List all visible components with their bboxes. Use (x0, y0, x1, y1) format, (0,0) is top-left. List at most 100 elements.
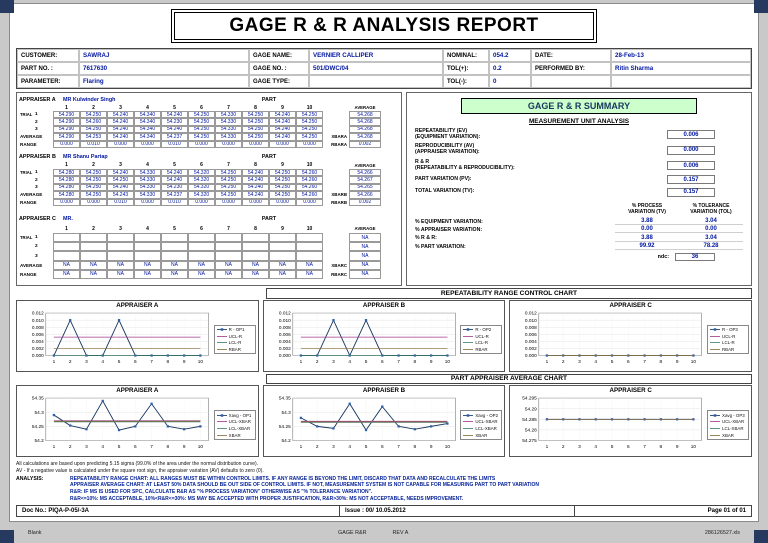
svg-text:0.010: 0.010 (32, 317, 44, 323)
svg-text:4: 4 (595, 358, 598, 364)
data-cell: 54.330 (134, 176, 161, 184)
legend-item: RBAR (216, 347, 253, 353)
table-row: 3 54.290 54.250 54.240 54.340 54.240 54.250 54.… (19, 125, 399, 134)
data-cell: 54.320 (188, 176, 215, 184)
appraiser-name: MR. (63, 216, 73, 223)
tail-value: NA (349, 251, 381, 261)
data-cell (296, 233, 323, 243)
tail-value: NA (349, 233, 381, 243)
data-cell (296, 242, 323, 252)
table-row: 2 54.280 54.250 54.250 54.330 54.240 54.320 54.… (19, 176, 399, 184)
data-cell (107, 251, 134, 261)
nominal-value: 054.2 (489, 49, 531, 62)
pct-label: % EQUIPMENT VARIATION: (415, 218, 483, 225)
data-cell: 9 (281, 104, 284, 111)
appraiser-label: APPRAISER B (19, 154, 56, 161)
table-row: TRIAL 1 NA (19, 233, 399, 243)
chart-body: 54.2 54.25 54.3 54.35 1 2 3 4 5 6 7 8 9 10 Xavg - OP1 U… (19, 395, 256, 455)
tail-value: 0.002 (349, 198, 381, 206)
nominal-label: NOMINAL: (443, 49, 489, 62)
svg-text:3: 3 (579, 444, 582, 450)
data-cell: 0.000 (242, 140, 269, 148)
data-cell: 54.250 (242, 118, 269, 126)
corner-mark-top-left (0, 0, 14, 13)
data-cell: NA (53, 269, 80, 280)
data-cell: 54.320 (188, 183, 215, 192)
tail-label (323, 162, 349, 169)
svg-text:10: 10 (198, 444, 204, 450)
average-charts-row: APPRAISER A 54.2 54.25 54.3 54.35 1 2 3 4 5 6 7 8 9 10… (16, 385, 753, 458)
gage-no-value: 501/DWC/04 (309, 62, 443, 75)
legend-swatch-icon (216, 349, 227, 350)
report-page: GAGE R & R ANALYSIS REPORT CUSTOMER: SAW… (9, 3, 759, 522)
legend-item: R - OP1 (216, 327, 253, 333)
ndc-value: 36 (675, 252, 715, 261)
tail-label (323, 242, 349, 251)
svg-text:9: 9 (183, 358, 186, 364)
data-cell (161, 233, 188, 243)
svg-text:0.012: 0.012 (279, 310, 291, 316)
data-cell: 54.230 (161, 118, 188, 126)
chart-plot: 54.2 54.25 54.3 54.35 1 2 3 4 5 6 7 8 9 10 (279, 396, 456, 450)
row-label: TRIAL 1 (19, 169, 53, 176)
chart-average: APPRAISER B 54.2 54.25 54.3 54.35 1 2 3 4 5 6 7 8 9 10… (262, 385, 506, 458)
data-cell (188, 233, 215, 243)
svg-text:5: 5 (611, 358, 614, 364)
table-row: 2 NA (19, 242, 399, 252)
metric-value: 0.000 (667, 145, 715, 155)
metric-row: PART VARIATION (PV): 0.157 (415, 175, 743, 185)
svg-text:5: 5 (118, 444, 121, 450)
legend-swatch-icon (710, 335, 721, 337)
legend-label: LCL-XBAR (722, 425, 744, 431)
svg-text:1: 1 (299, 444, 302, 450)
legend-label: LCL-R (475, 340, 489, 346)
pct-label: % PART VARIATION: (415, 243, 466, 250)
data-cell: 6 (200, 225, 203, 232)
table-row: 2 54.290 54.260 54.240 54.340 54.230 54.250 54.… (19, 118, 399, 126)
report-title-box: GAGE R & R ANALYSIS REPORT (170, 9, 598, 43)
data-cell: 54.250 (296, 118, 323, 126)
status-left: Blank (28, 530, 42, 536)
data-cell: 7 (227, 225, 230, 232)
data-cell: NA (161, 269, 188, 280)
pct-process-value: 99.92 (615, 243, 679, 251)
svg-text:0.008: 0.008 (525, 325, 537, 331)
data-cell: 54.250 (80, 111, 107, 119)
report-title: GAGE R & R ANALYSIS REPORT (173, 12, 595, 40)
header-spacer (611, 75, 751, 88)
svg-text:0.002: 0.002 (32, 346, 44, 352)
svg-text:6: 6 (627, 444, 630, 450)
svg-text:7: 7 (644, 358, 647, 364)
data-cell: 54.230 (161, 183, 188, 192)
pct-label: % APPRAISER VARIATION: (415, 226, 483, 233)
data-cell: 10 (306, 225, 313, 232)
data-cell (188, 242, 215, 252)
status-center-title: GAGE R&R (338, 530, 367, 536)
tail-value: 54.267 (349, 176, 381, 184)
data-cell: NA (188, 269, 215, 280)
trial-number: 3 (35, 126, 38, 132)
chart-legend: R - OP3 UCL-R LCL-R RBAR (707, 324, 750, 355)
pct-row: % APPRAISER VARIATION: 0.00 0.00 (415, 226, 743, 234)
part-header: PART (261, 154, 277, 161)
chart-title: APPRAISER B (362, 387, 406, 395)
data-cell: 0.000 (269, 198, 296, 206)
legend-swatch-icon (463, 335, 474, 337)
legend-swatch-icon (463, 421, 474, 423)
metric-value: 0.006 (667, 161, 715, 171)
svg-text:54.275: 54.275 (523, 438, 538, 444)
svg-text:10: 10 (444, 358, 450, 364)
data-cell: 54.330 (215, 133, 242, 141)
chart-repeatability: APPRAISER C 0.000 0.002 0.004 0.006 0.008 0.01… (509, 299, 753, 372)
data-cell: 54.260 (296, 183, 323, 192)
data-cell: 54.240 (242, 191, 269, 199)
legend-label: LCL-R (722, 340, 735, 346)
tail-label (323, 169, 349, 176)
row-label (19, 224, 53, 233)
analysis-lines: REPEATABILITY RANGE CHART: ALL RANGES MU… (70, 476, 752, 503)
notes-block: All calculations are based upon predicti… (16, 461, 752, 503)
svg-text:1: 1 (546, 358, 549, 364)
report-header: CUSTOMER: SAWRAJ GAGE NAME: VERNIER CALL… (16, 48, 752, 89)
svg-text:8: 8 (660, 444, 663, 450)
data-cell (161, 251, 188, 261)
